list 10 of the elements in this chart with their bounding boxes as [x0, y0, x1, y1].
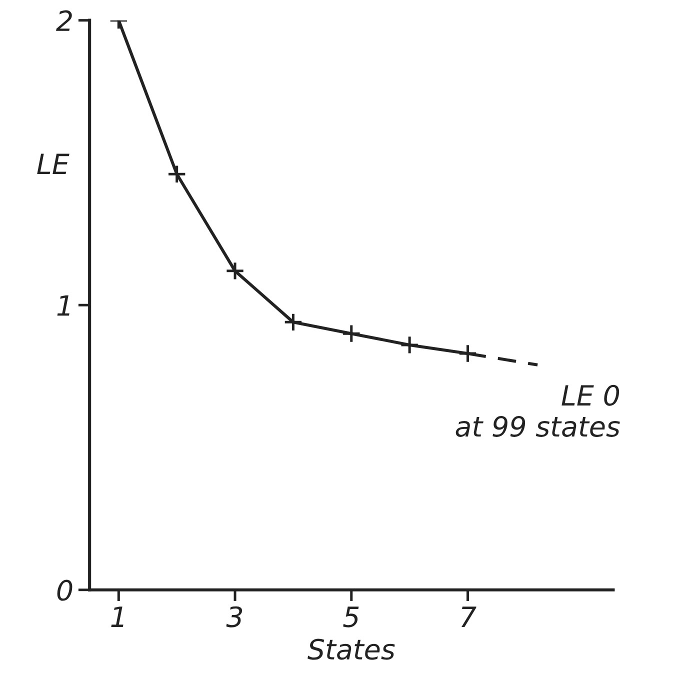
y-tick-label: 0	[57, 580, 72, 601]
y-tick-label: 2	[56, 10, 72, 31]
x-tick-label: 1	[111, 606, 124, 627]
y-axis-title: LE	[37, 154, 70, 174]
x-tick-label: 3	[226, 606, 242, 628]
x-tick-label: 7	[461, 606, 476, 627]
x-tick-label: 5	[343, 606, 359, 628]
x-axis-title: States	[308, 638, 395, 660]
annotation: LE 0 at 99 states	[456, 384, 620, 437]
y-tick-label: 1	[57, 295, 70, 316]
